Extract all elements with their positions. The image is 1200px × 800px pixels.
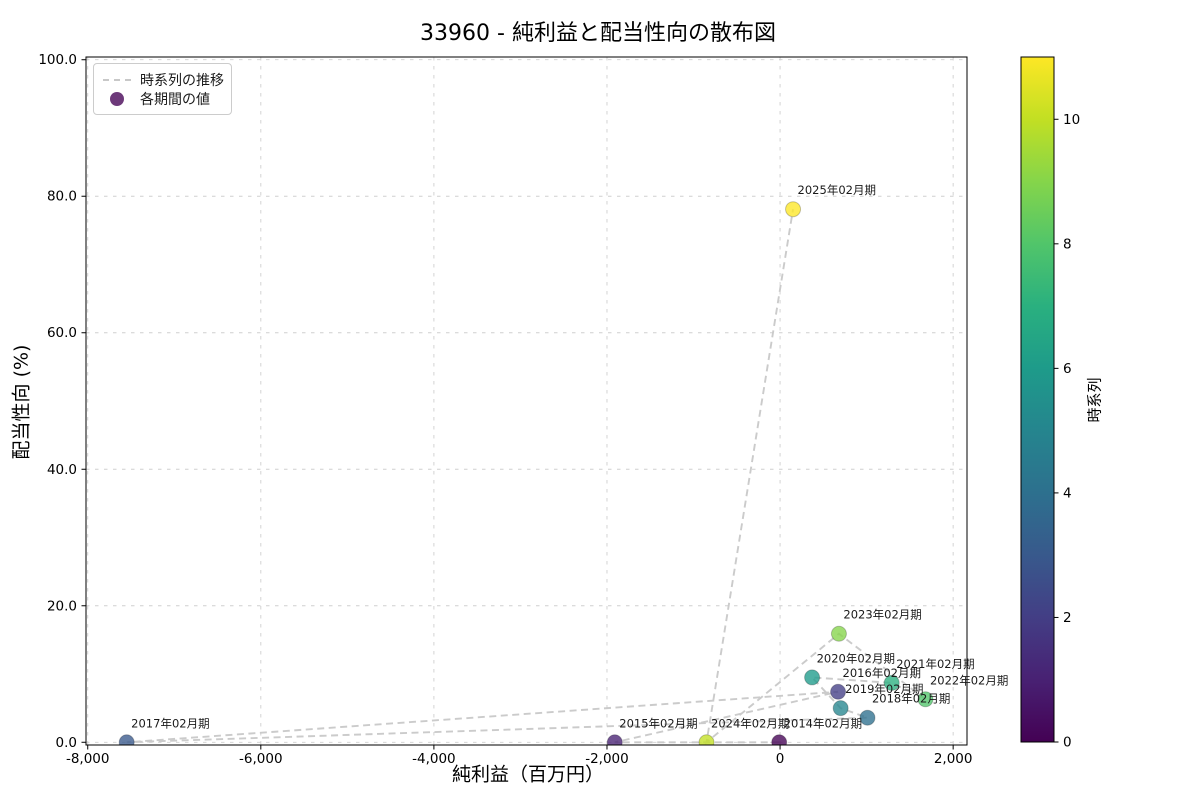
legend: 時系列の推移 各期間の値 xyxy=(93,63,232,115)
colorbar-tick-label: 0 xyxy=(1063,735,1072,751)
colorbar-tick-label: 4 xyxy=(1063,485,1072,501)
annotation-2016年02月期: 2016年02月期 xyxy=(843,666,921,680)
data-point-2018年02月期 xyxy=(859,709,876,726)
y-axis-label: 配当性向 (%) xyxy=(10,344,33,460)
scatter-dot-icon xyxy=(110,91,124,106)
data-point-2024年02月期 xyxy=(698,734,715,745)
x-tick-label: -4,000 xyxy=(412,751,456,767)
y-tick-label: 100.0 xyxy=(38,52,77,68)
data-layer xyxy=(118,201,934,745)
annotation-2015年02月期: 2015年02月期 xyxy=(619,716,697,730)
annotation-2014年02月期: 2014年02月期 xyxy=(784,716,862,730)
data-point-2014年02月期 xyxy=(771,734,788,745)
data-point-2015年02月期 xyxy=(606,734,623,745)
legend-item-label: 時系列の推移 xyxy=(140,72,224,89)
annotation-2022年02月期: 2022年02月期 xyxy=(930,673,1008,687)
legend-item-trajectory: 時系列の推移 xyxy=(103,70,224,89)
data-point-2023年02月期 xyxy=(830,625,847,642)
dashed-line-icon xyxy=(103,78,131,81)
legend-item-label: 各期間の値 xyxy=(140,91,210,108)
annotation-2017年02月期: 2017年02月期 xyxy=(131,716,209,730)
y-tick-label: 80.0 xyxy=(47,189,77,205)
x-tick-label: 2,000 xyxy=(934,751,973,767)
data-point-2016年02月期 xyxy=(830,683,847,700)
y-tick-label: 20.0 xyxy=(47,598,77,614)
y-tick-label: 60.0 xyxy=(47,325,77,341)
colorbar-tick-label: 8 xyxy=(1063,236,1072,252)
annotation-2019年02月期: 2019年02月期 xyxy=(845,682,923,696)
x-tick-label: -6,000 xyxy=(239,751,283,767)
colorbar-tick-label: 6 xyxy=(1063,361,1072,377)
colorbar-label: 時系列 xyxy=(1085,377,1104,423)
x-tick-label: -8,000 xyxy=(66,751,110,767)
data-point-2020年02月期 xyxy=(804,669,821,686)
colorbar-gradient xyxy=(1021,57,1054,742)
x-tick-label: 0 xyxy=(776,751,785,767)
data-point-2022年02月期 xyxy=(917,691,934,708)
data-point-2021年02月期 xyxy=(883,674,900,691)
annotation-2025年02月期: 2025年02月期 xyxy=(798,183,876,197)
chart-title: 33960 - 純利益と配当性向の散布図 xyxy=(420,21,776,46)
annotation-2024年02月期: 2024年02月期 xyxy=(711,716,789,730)
annotation-2021年02月期: 2021年02月期 xyxy=(896,657,974,671)
grid xyxy=(86,57,967,745)
annotation-2023年02月期: 2023年02月期 xyxy=(843,608,921,622)
legend-item-points: 各期間の値 xyxy=(103,89,221,108)
data-point-2019年02月期 xyxy=(832,700,849,717)
trajectory-line xyxy=(126,209,927,745)
annotation-2018年02月期: 2018年02月期 xyxy=(872,692,950,706)
y-tick-label: 0.0 xyxy=(56,735,77,751)
colorbar-tick-label: 2 xyxy=(1063,610,1072,626)
data-point-2025年02月期 xyxy=(785,201,802,218)
axes-spines xyxy=(85,56,968,746)
data-point-2017年02月期 xyxy=(118,734,135,745)
x-axis-label: 純利益（百万円） xyxy=(451,763,605,786)
annotation-2020年02月期: 2020年02月期 xyxy=(817,651,895,665)
colorbar-outline xyxy=(1020,56,1055,743)
colorbar-tick-label: 10 xyxy=(1063,112,1080,128)
y-tick-label: 40.0 xyxy=(47,462,77,478)
x-tick-label: -2,000 xyxy=(585,751,629,767)
